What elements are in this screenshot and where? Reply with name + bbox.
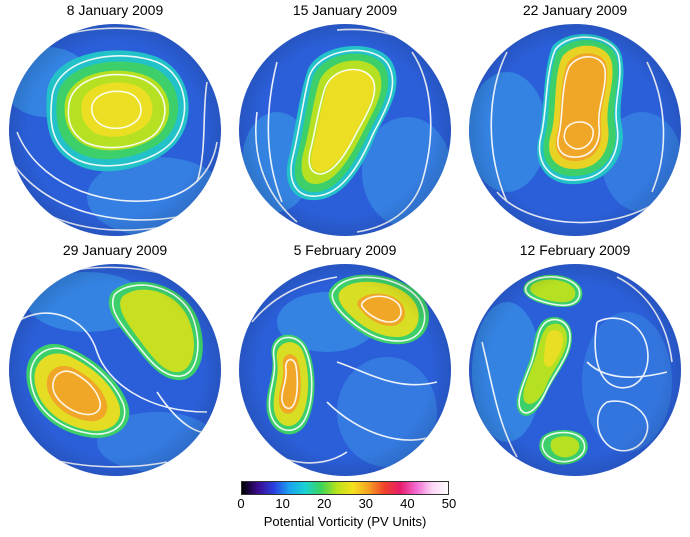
colorbar-tick: 20 — [316, 496, 332, 511]
panel-3: 22 January 2009 — [460, 0, 690, 240]
colorbar-tick: 40 — [400, 496, 415, 511]
globe-map-6 — [469, 264, 681, 476]
panel-6: 12 February 2009 — [460, 240, 690, 480]
colorbar-legend: 0 10 20 30 40 50 Potential Vorticity (PV Unit… — [225, 478, 465, 537]
globe-map-1 — [9, 24, 221, 236]
panel-title: 22 January 2009 — [522, 2, 628, 18]
colorbar-label: Potential Vorticity (PV Units) — [263, 514, 427, 529]
colorbar-tick: 0 — [237, 496, 245, 511]
globe-map-2 — [239, 24, 451, 236]
colorbar — [241, 481, 449, 495]
panel-title: 12 February 2009 — [519, 242, 631, 258]
panel-title: 5 February 2009 — [293, 242, 397, 258]
globe-map-5 — [239, 264, 451, 476]
panel-title: 29 January 2009 — [62, 242, 168, 258]
panel-1: 8 January 2009 — [0, 0, 230, 240]
globe-map-3 — [469, 24, 681, 236]
colorbar-tick: 10 — [275, 496, 290, 511]
panel-2: 15 January 2009 — [230, 0, 460, 240]
globe-map-4 — [9, 264, 221, 476]
panel-title: 8 January 2009 — [66, 2, 164, 18]
panel-5: 5 February 2009 — [230, 240, 460, 480]
panel-title: 15 January 2009 — [292, 2, 398, 18]
colorbar-tick: 50 — [441, 496, 457, 511]
panel-4: 29 January 2009 — [0, 240, 230, 480]
colorbar-tick: 30 — [358, 496, 374, 511]
